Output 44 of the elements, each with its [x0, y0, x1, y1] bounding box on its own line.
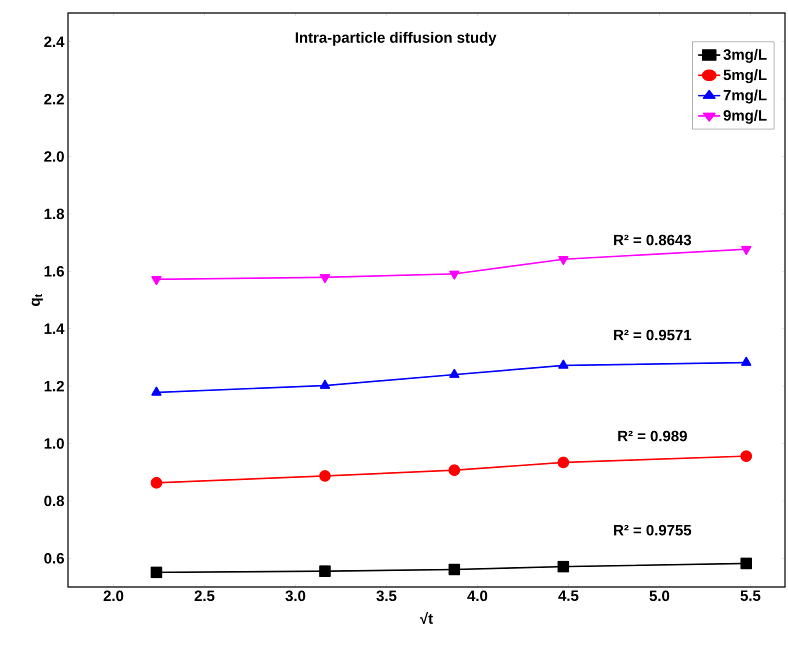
x-tick-label: 5.0 [650, 590, 670, 602]
y-tick-label: 1.0 [44, 438, 64, 449]
x-axis-title: √t [420, 612, 433, 624]
y-tick-label: 0.6 [44, 553, 64, 564]
point [741, 246, 752, 255]
annotation: R² = 0.9571 [614, 330, 692, 340]
legend-label: 5mg/L [724, 69, 767, 84]
point [740, 558, 752, 570]
point [320, 274, 330, 284]
point [558, 456, 570, 468]
annotation: R² = 0.989 [618, 430, 687, 442]
y-tick-label: 1.8 [44, 208, 64, 220]
y-tick-label: 0.8 [44, 496, 64, 506]
point [150, 566, 162, 578]
point [740, 450, 752, 462]
y-tick-label: 2.2 [44, 94, 64, 104]
point [448, 464, 460, 476]
legend-label: 7mg/L [724, 89, 767, 104]
y-tick-label: 1.6 [44, 266, 64, 277]
point [150, 477, 162, 489]
point [319, 470, 331, 482]
y-axis-title: q$_{t}$ [32, 294, 43, 306]
x-tick-label: 2.0 [104, 590, 124, 602]
legend-label: 9mg/L [724, 110, 767, 124]
text: Intra-particle diffusion study [296, 32, 496, 46]
point [151, 276, 162, 286]
x-tick-label: 3.0 [285, 590, 306, 602]
point [558, 256, 568, 266]
x-tick-label: 2.5 [194, 590, 214, 602]
y-tick-label: 1.2 [44, 380, 64, 392]
point [449, 270, 460, 280]
y-tick-label: 1.4 [44, 324, 64, 334]
x-tick-label: 5.5 [740, 590, 760, 601]
point [558, 560, 570, 572]
y-tick-label: 2.4 [44, 36, 64, 47]
legend-label: 3mg/L [723, 48, 767, 63]
x-tick-label: 4.0 [467, 590, 488, 602]
annotation: R² = 0.8643 [614, 234, 692, 246]
x-tick-label: 3.5 [376, 590, 396, 602]
point [319, 565, 331, 577]
point [448, 564, 460, 576]
y-tick-label: 2.0 [44, 151, 64, 162]
annotation: R² = 0.9755 [614, 524, 692, 536]
x-tick-label: 4.5 [558, 590, 578, 601]
